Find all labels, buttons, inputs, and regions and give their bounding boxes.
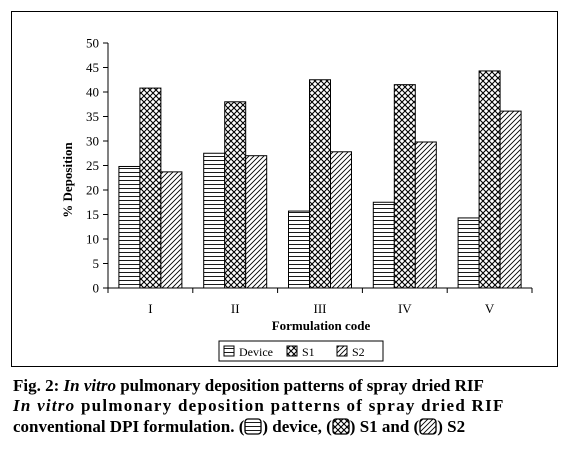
y-tick-label: 45 [86,60,99,75]
caption-line-1: Fig. 2: In vitro pulmonary deposition pa… [13,376,484,395]
bar-s2-v [499,110,522,289]
y-tick-label: 50 [86,36,99,51]
y-axis-label: % Deposition [60,141,75,217]
bar-s1-v [478,70,501,289]
bar-s2-iv [414,141,437,289]
bar-s1-ii [224,101,247,289]
y-tick-label: 40 [86,85,99,100]
y-tick-label: 35 [86,109,99,124]
bar-s1-iii [309,79,331,289]
y-tick-label: 5 [93,256,100,271]
x-tick-label: V [485,301,495,316]
legend: Device S1 S2 [218,340,384,362]
s2-pattern-icon [419,418,437,435]
bar-device-iv [372,201,395,289]
y-tick-label: 20 [86,183,99,198]
y-tick-label: 30 [86,134,99,149]
legend-label-s1: S1 [302,345,315,359]
bar-device-i [118,165,141,289]
x-tick-label: II [231,301,240,316]
x-axis-label: Formulation code [272,318,371,333]
caption-line-3: conventional DPI formulation. () device,… [13,417,466,436]
caption-line-2: In vitro pulmonary deposition patterns o… [13,396,505,415]
y-tick-label: 10 [86,232,99,247]
bar-device-iii [288,210,310,289]
legend-label-s2: S2 [352,345,365,359]
y-tick-label: 25 [86,158,99,173]
device-pattern-icon [244,418,263,435]
bar-device-ii [203,152,226,289]
legend-swatch-s1 [286,345,298,357]
x-tick-label: I [148,301,152,316]
y-tick-label: 15 [86,207,99,222]
bar-device-v [457,217,480,289]
bar-s1-iv [393,84,416,289]
bar-s2-i [160,171,183,289]
bar-s2-iii [330,151,352,289]
figure-frame [11,11,558,367]
bar-s2-ii [245,155,268,289]
s1-pattern-icon [332,418,350,435]
y-tick-label: 0 [93,281,100,296]
legend-label-device: Device [239,345,273,359]
bar-s1-i [139,87,162,289]
legend-swatch-s2 [336,345,348,357]
x-tick-label: III [314,301,327,316]
legend-swatch-device [223,345,235,357]
x-tick-label: IV [398,301,412,316]
bars [118,70,522,289]
